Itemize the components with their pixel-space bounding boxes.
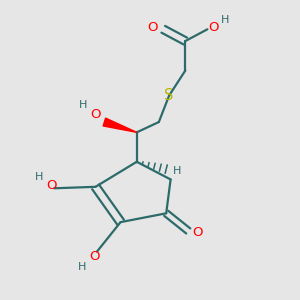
Text: O: O [208, 21, 219, 34]
Text: O: O [193, 226, 203, 239]
Text: H: H [79, 100, 87, 110]
Text: H: H [221, 15, 229, 26]
Text: H: H [35, 172, 43, 182]
Text: O: O [89, 250, 99, 263]
Text: H: H [78, 262, 86, 272]
Text: O: O [147, 21, 157, 34]
Polygon shape [103, 118, 137, 132]
Text: O: O [46, 179, 57, 192]
Text: O: O [90, 108, 101, 121]
Text: H: H [173, 166, 182, 176]
Text: S: S [164, 88, 174, 103]
